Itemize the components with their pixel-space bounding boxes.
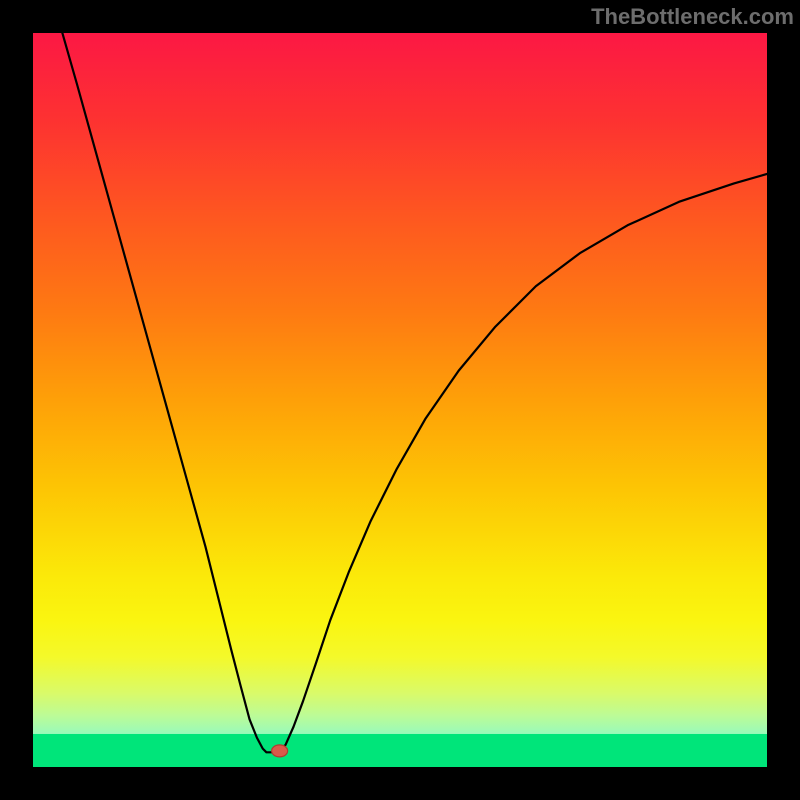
bottleneck-chart: TheBottleneck.com [0,0,800,800]
chart-green-band [33,734,767,767]
chart-gradient-background [33,33,767,767]
watermark-text: TheBottleneck.com [591,4,794,30]
chart-svg [0,0,800,800]
optimal-point-marker [272,745,288,757]
